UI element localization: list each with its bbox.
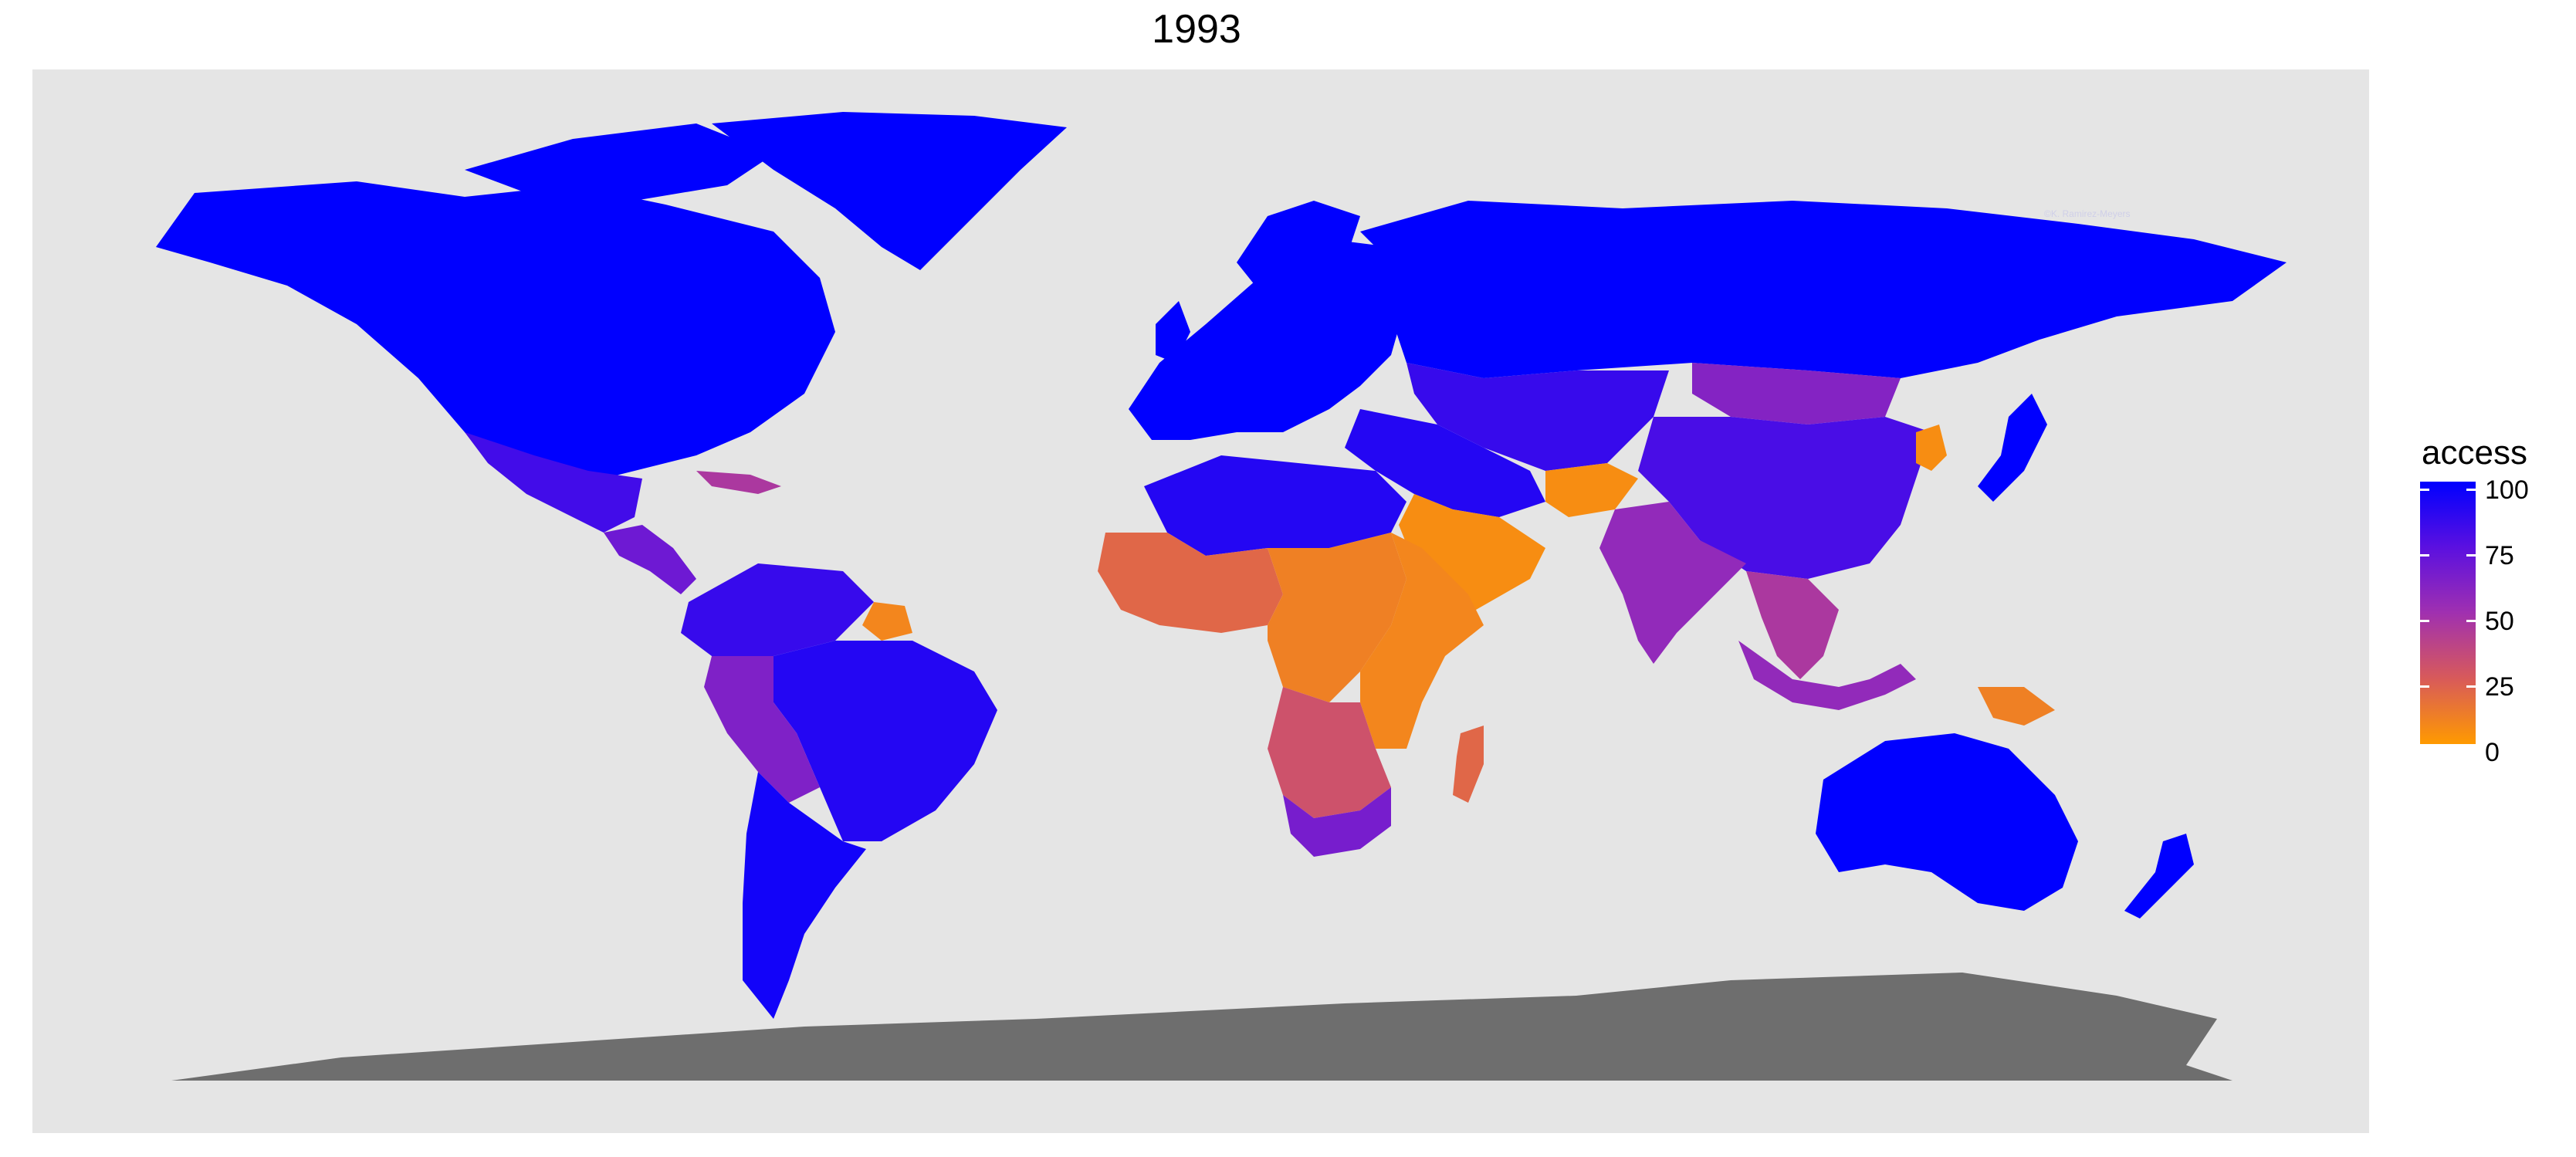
region-indonesia xyxy=(1738,641,1916,710)
region-southeast-asia xyxy=(1746,571,1839,679)
region-guianas xyxy=(862,602,912,641)
legend-tick xyxy=(2420,489,2476,491)
region-europe xyxy=(1129,239,1406,440)
region-brazil xyxy=(773,641,997,841)
legend-tick-label: 100 xyxy=(2485,475,2529,505)
region-west-africa xyxy=(1098,533,1283,633)
legend-tick xyxy=(2420,751,2476,753)
region-north-america xyxy=(465,123,773,201)
region-north-america xyxy=(156,181,835,486)
legend-tick-label: 0 xyxy=(2485,738,2500,767)
region-mexico xyxy=(465,432,642,533)
region-peru-bolivia xyxy=(704,656,820,803)
region-central-america xyxy=(604,525,696,594)
region-china xyxy=(1638,417,1931,579)
region-south-america-north xyxy=(681,563,874,656)
region-central-asia xyxy=(1406,363,1669,471)
region-south-africa xyxy=(1283,787,1391,857)
legend-tick-label: 25 xyxy=(2485,672,2514,702)
region-new-zealand xyxy=(2124,834,2194,918)
legend-tick xyxy=(2420,620,2476,622)
region-australia xyxy=(1816,733,2078,911)
legend-tick-label: 75 xyxy=(2485,541,2514,570)
legend-title: access xyxy=(2422,434,2527,472)
region-north-korea xyxy=(1916,425,1947,471)
region-southern-africa xyxy=(1268,687,1391,818)
map-title: 1993 xyxy=(1152,7,1241,52)
region-madagascar xyxy=(1453,726,1484,803)
region-antarctica xyxy=(171,973,2232,1081)
region-afghanistan xyxy=(1545,463,1638,517)
region-east-africa xyxy=(1360,533,1484,749)
legend-tick xyxy=(2420,685,2476,688)
legend: access 100 75 50 25 0 xyxy=(2420,434,2574,773)
region-north-africa xyxy=(1144,455,1406,556)
legend-tick-label: 50 xyxy=(2485,607,2514,636)
region-europe xyxy=(1156,301,1190,363)
region-caribbean xyxy=(696,471,781,494)
legend-colorbar xyxy=(2420,482,2476,744)
region-middle-east xyxy=(1345,409,1545,517)
region-southern-cone xyxy=(743,772,866,1019)
credit-watermark: ©K. Ramirez-Meyers xyxy=(2044,208,2131,219)
world-map xyxy=(156,112,2287,1081)
region-papua xyxy=(1978,687,2055,726)
region-india xyxy=(1599,502,1746,664)
region-europe xyxy=(1237,201,1360,301)
legend-tick xyxy=(2420,554,2476,557)
region-mongolia xyxy=(1692,363,1901,425)
region-russia xyxy=(1360,201,2287,378)
region-central-africa xyxy=(1268,533,1406,702)
region-greenland xyxy=(712,112,1067,270)
region-japan xyxy=(1978,394,2047,502)
